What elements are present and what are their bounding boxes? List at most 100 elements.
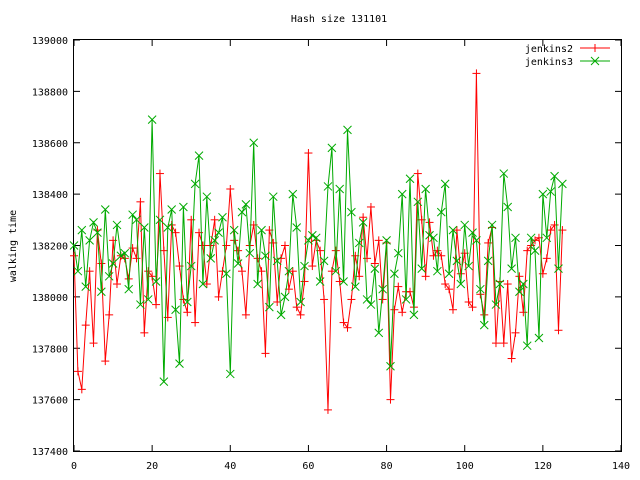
data-point-jenkins3 (339, 277, 348, 286)
data-point-jenkins3 (96, 287, 106, 297)
data-point-jenkins3 (77, 225, 87, 235)
data-point-jenkins3 (139, 223, 149, 232)
x-tick-label: 20 (146, 461, 158, 472)
data-point-jenkins3 (534, 333, 544, 343)
data-point-jenkins3 (393, 248, 403, 258)
data-point-jenkins2 (148, 272, 157, 281)
y-tick-label: 137400 (32, 447, 68, 458)
series-layer (69, 69, 567, 414)
data-point-jenkins3 (265, 302, 274, 312)
data-point-jenkins2 (234, 246, 243, 255)
data-point-jenkins3 (487, 220, 497, 230)
data-point-jenkins3 (186, 261, 196, 271)
data-point-jenkins3 (143, 295, 153, 304)
data-point-jenkins3 (323, 182, 333, 191)
data-point-jenkins2 (144, 267, 153, 276)
data-point-jenkins3 (397, 189, 407, 199)
data-point-jenkins3 (112, 220, 122, 230)
data-point-jenkins3 (272, 256, 282, 266)
data-point-jenkins3 (436, 207, 446, 217)
data-point-jenkins2 (128, 244, 137, 253)
data-point-jenkins2 (491, 339, 500, 348)
data-point-jenkins3 (245, 248, 255, 258)
data-point-jenkins3 (362, 295, 372, 304)
data-point-jenkins3 (538, 189, 548, 199)
data-point-jenkins2 (538, 269, 547, 278)
data-point-jenkins3 (354, 238, 364, 248)
data-point-jenkins3 (194, 151, 204, 160)
data-point-jenkins3 (378, 284, 388, 294)
data-point-jenkins2 (132, 254, 141, 263)
data-point-jenkins2 (366, 202, 375, 211)
data-point-jenkins2 (210, 215, 219, 224)
data-point-jenkins3 (261, 251, 270, 261)
data-point-jenkins2 (198, 241, 207, 250)
data-point-jenkins2 (253, 254, 262, 263)
data-point-jenkins3 (444, 269, 454, 279)
data-point-jenkins3 (288, 189, 298, 199)
data-point-jenkins3 (452, 256, 462, 266)
data-point-jenkins3 (401, 295, 411, 304)
data-point-jenkins2 (452, 226, 461, 235)
data-point-jenkins3 (249, 138, 259, 148)
data-point-jenkins3 (515, 287, 524, 297)
data-point-jenkins3 (370, 264, 380, 273)
data-point-jenkins2 (390, 305, 399, 314)
data-point-jenkins3 (421, 184, 430, 194)
data-point-jenkins2 (441, 280, 450, 289)
data-point-jenkins2 (347, 295, 356, 304)
data-point-jenkins3 (93, 228, 102, 238)
data-point-jenkins2 (507, 354, 516, 363)
data-point-jenkins2 (398, 308, 407, 317)
x-tick-label: 40 (224, 461, 236, 472)
y-axis-ticks: 137400 137600 137800 138000 138200 138400 1386… (32, 36, 621, 458)
data-point-jenkins2 (261, 349, 270, 358)
series-line-jenkins2 (73, 73, 563, 410)
data-point-jenkins3 (448, 225, 458, 235)
data-point-jenkins2 (304, 149, 313, 158)
x-tick-label: 120 (534, 461, 552, 472)
data-point-jenkins3 (300, 261, 309, 271)
data-point-jenkins2 (136, 197, 145, 206)
data-point-jenkins3 (167, 205, 177, 214)
data-point-jenkins3 (343, 125, 352, 135)
data-point-jenkins2 (183, 308, 192, 317)
data-point-jenkins2 (140, 328, 149, 337)
data-point-jenkins2 (359, 213, 368, 222)
data-point-jenkins2 (320, 295, 329, 304)
data-point-jenkins3 (483, 256, 493, 266)
data-point-jenkins2 (554, 326, 563, 335)
data-point-jenkins3 (409, 310, 419, 320)
data-point-jenkins3 (229, 225, 239, 235)
data-point-jenkins3 (456, 279, 466, 289)
data-point-jenkins2 (511, 328, 520, 337)
data-point-jenkins2 (523, 246, 532, 255)
data-point-jenkins2 (374, 236, 383, 245)
data-point-jenkins3 (120, 248, 130, 258)
data-point-jenkins3 (475, 284, 485, 294)
data-point-jenkins3 (241, 200, 251, 209)
data-point-jenkins2 (81, 321, 90, 330)
legend-label-jenkins2: jenkins2 (525, 44, 573, 55)
y-tick-label: 137800 (32, 344, 68, 355)
data-point-jenkins3 (159, 377, 169, 386)
data-point-jenkins3 (292, 223, 302, 232)
data-point-jenkins3 (542, 233, 552, 243)
data-point-jenkins3 (327, 143, 337, 153)
data-point-jenkins2 (370, 259, 379, 268)
data-point-jenkins3 (518, 279, 528, 289)
data-point-jenkins2 (112, 280, 121, 289)
data-point-jenkins3 (425, 230, 434, 240)
data-point-jenkins3 (491, 300, 501, 309)
data-point-jenkins3 (464, 261, 473, 271)
data-point-jenkins2 (464, 298, 473, 307)
data-point-jenkins3 (472, 236, 481, 245)
data-point-jenkins3 (225, 369, 235, 379)
data-point-jenkins3 (386, 361, 395, 371)
legend: jenkins2 jenkins3 (525, 44, 610, 68)
data-point-jenkins2 (378, 295, 387, 304)
data-point-jenkins3 (147, 115, 157, 124)
data-point-jenkins3 (390, 269, 399, 279)
data-point-jenkins3 (155, 215, 165, 225)
data-point-jenkins3 (335, 184, 345, 194)
